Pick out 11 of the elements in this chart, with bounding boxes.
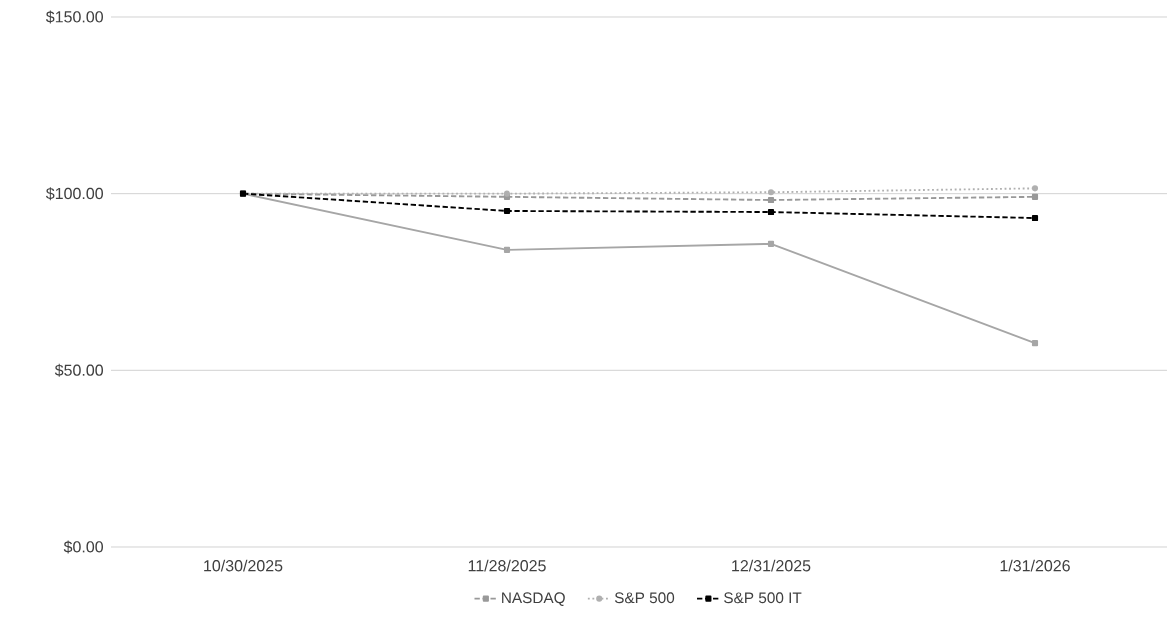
legend-label: S&P 500 IT [724, 592, 802, 604]
legend-label: NASDAQ [502, 592, 565, 606]
x-tick-label: 10/30/2025 [204, 559, 283, 572]
legend-label: S&P 500 [614, 592, 675, 604]
x-tick-label: 1/31/2026 [1000, 559, 1070, 572]
y-tick-label: $50.00 [54, 363, 104, 377]
y-tick-label: $100.00 [45, 187, 104, 201]
x-tick-label: 12/31/2025 [732, 559, 811, 572]
y-tick-label: $150.00 [45, 10, 104, 24]
x-tick-label: 11/28/2025 [468, 559, 546, 572]
y-tick-label: $0.00 [63, 540, 104, 554]
